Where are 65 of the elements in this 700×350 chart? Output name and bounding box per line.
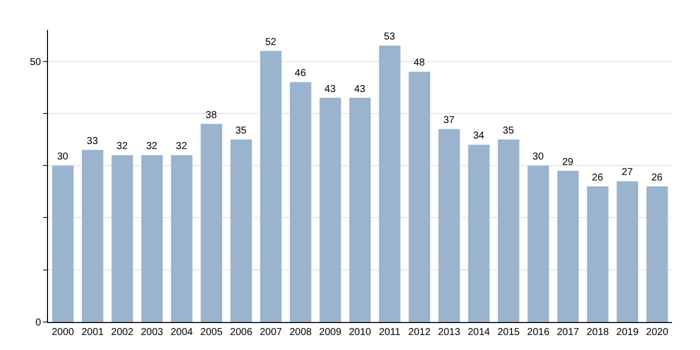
data-label: 35 xyxy=(502,126,514,136)
bar xyxy=(320,98,341,322)
x-tick-label: 2009 xyxy=(319,327,342,338)
x-tick-label: 2015 xyxy=(497,327,520,338)
bar xyxy=(112,155,133,322)
data-label: 32 xyxy=(116,141,128,152)
bar xyxy=(200,124,222,322)
bar xyxy=(290,82,312,322)
data-label: 52 xyxy=(265,36,277,48)
data-label: 53 xyxy=(384,32,396,43)
bar xyxy=(408,72,430,322)
data-label: 38 xyxy=(206,110,218,121)
x-tick-label: 2014 xyxy=(468,327,490,338)
x-tick-label: 2004 xyxy=(170,327,194,338)
bar xyxy=(141,155,163,322)
x-tick-label: 2000 xyxy=(52,327,74,338)
x-tick-label: 2012 xyxy=(408,327,431,338)
data-label: 48 xyxy=(414,58,426,69)
x-tick-label: 2002 xyxy=(111,327,134,338)
bar xyxy=(171,155,192,322)
y-tick-label: 0 xyxy=(35,318,42,328)
bar xyxy=(587,186,608,322)
data-label: 33 xyxy=(86,136,98,147)
bar xyxy=(260,50,282,322)
data-label: 37 xyxy=(443,115,455,126)
data-label: 29 xyxy=(562,156,574,168)
x-tick-label: 2005 xyxy=(200,327,223,338)
bar xyxy=(498,140,520,322)
x-tick-label: 2019 xyxy=(616,327,639,338)
bar xyxy=(349,98,371,322)
data-label: 30 xyxy=(57,152,69,163)
data-label: 30 xyxy=(532,152,544,163)
bar xyxy=(557,170,579,322)
x-tick-label: 2007 xyxy=(260,327,282,338)
x-tick-label: 2010 xyxy=(348,327,372,338)
x-tick-label: 2008 xyxy=(289,327,312,338)
data-label: 43 xyxy=(324,84,336,95)
bar xyxy=(438,129,460,322)
y-tick-label: 50 xyxy=(30,56,42,68)
data-label: 34 xyxy=(473,130,485,142)
x-tick-label: 2011 xyxy=(378,327,401,338)
x-tick-label: 2006 xyxy=(230,327,253,338)
x-tick-label: 2020 xyxy=(646,327,669,338)
data-label: 27 xyxy=(622,167,634,178)
data-label: 26 xyxy=(592,172,604,184)
data-label: 32 xyxy=(176,141,188,152)
x-tick-label: 2018 xyxy=(586,327,610,338)
x-tick-label: 2013 xyxy=(438,327,461,338)
bar xyxy=(82,150,104,322)
bar xyxy=(616,181,638,322)
bar xyxy=(52,166,74,322)
x-tick-label: 2001 xyxy=(81,327,104,338)
bar xyxy=(528,166,549,322)
bar xyxy=(468,144,490,322)
data-label: 26 xyxy=(651,172,663,184)
x-tick-label: 2016 xyxy=(527,327,550,338)
data-label: 46 xyxy=(294,68,306,80)
bar xyxy=(646,186,668,322)
data-label: 32 xyxy=(146,141,158,152)
x-tick-label: 2003 xyxy=(140,327,164,338)
bar xyxy=(379,46,400,322)
data-label: 35 xyxy=(235,126,247,136)
bar xyxy=(230,140,252,322)
x-tick-label: 2017 xyxy=(556,327,580,338)
data-label: 43 xyxy=(354,84,366,95)
